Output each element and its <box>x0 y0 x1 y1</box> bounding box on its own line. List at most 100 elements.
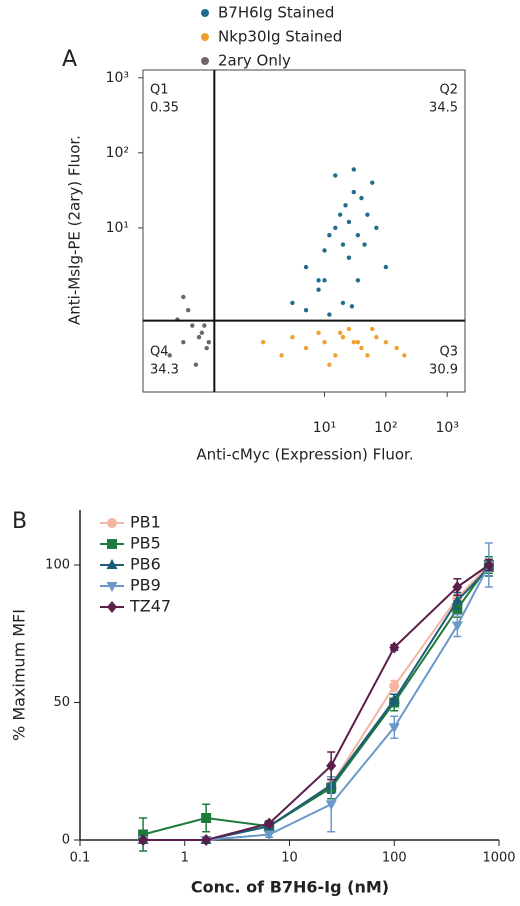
legend-marker <box>201 57 209 65</box>
data-point <box>340 300 346 306</box>
panel-label: B <box>12 509 27 534</box>
data-point <box>290 300 295 306</box>
y-tick-label: 10³ <box>106 70 129 86</box>
data-point <box>374 225 379 231</box>
x-tick-label: 10 <box>281 851 298 866</box>
data-point <box>451 594 463 605</box>
data-point <box>402 353 407 358</box>
legend-marker <box>107 518 117 528</box>
quadrant-percent: 34.5 <box>429 101 458 116</box>
y-tick-label: 100 <box>45 558 70 573</box>
data-point <box>333 353 338 358</box>
series-line <box>143 567 490 841</box>
quadrant-name: Q1 <box>150 83 169 98</box>
data-point <box>333 225 338 231</box>
quadrant-percent: 0.35 <box>150 101 179 116</box>
legend-label: B7H6Ig Stained <box>218 4 334 22</box>
data-point <box>181 339 186 345</box>
data-point <box>346 255 352 260</box>
quadrant-percent: 30.9 <box>429 363 458 378</box>
data-point <box>355 278 361 283</box>
data-point <box>190 323 195 328</box>
data-point <box>322 339 327 345</box>
data-point <box>290 334 295 340</box>
quadrant-name: Q4 <box>150 345 169 360</box>
x-axis-title: Anti-cMyc (Expression) Fluor. <box>196 446 413 464</box>
data-point <box>483 559 494 571</box>
data-point <box>193 362 199 367</box>
quadrant-percent: 34.3 <box>150 363 179 378</box>
data-point <box>389 641 400 654</box>
data-point <box>206 339 212 345</box>
data-point <box>394 345 399 351</box>
data-point <box>138 834 149 846</box>
data-point <box>260 339 266 345</box>
x-axis-title: Conc. of B7H6-Ig (nM) <box>191 878 389 897</box>
data-point <box>340 242 346 247</box>
data-point <box>333 173 338 178</box>
data-point <box>337 330 343 335</box>
data-point <box>316 330 321 335</box>
data-point <box>370 180 375 185</box>
legend-marker <box>201 33 209 41</box>
legend-marker <box>107 539 117 549</box>
data-point <box>316 287 321 292</box>
data-point <box>365 212 370 217</box>
data-point <box>263 830 275 841</box>
data-point <box>322 278 327 283</box>
data-point <box>343 203 348 208</box>
data-point <box>201 813 212 823</box>
legend-marker <box>106 582 118 592</box>
data-point <box>327 362 332 367</box>
data-point <box>388 723 400 734</box>
y-tick-label: 0 <box>62 833 70 848</box>
data-point <box>351 167 356 172</box>
data-point <box>199 330 205 335</box>
data-point <box>202 323 207 328</box>
data-point <box>303 264 309 270</box>
data-point <box>389 681 400 691</box>
data-point <box>362 242 367 247</box>
data-point <box>388 693 400 704</box>
x-tick-label: 0.1 <box>70 851 91 866</box>
y-tick-label: 50 <box>53 695 70 710</box>
data-point <box>167 353 172 358</box>
x-tick-label: 10² <box>374 420 397 436</box>
data-point <box>303 307 309 313</box>
legend-marker <box>107 601 117 613</box>
panel-label: A <box>62 47 77 72</box>
data-point <box>374 334 379 340</box>
data-point <box>327 232 332 238</box>
data-point <box>351 339 356 345</box>
data-point <box>204 345 209 351</box>
data-point <box>185 307 191 313</box>
data-point <box>451 621 463 632</box>
data-point <box>351 189 356 195</box>
y-tick-label: 10² <box>106 145 129 161</box>
y-axis-title: Anti-MsIg-PE (2ary) Fluor. <box>66 135 84 325</box>
series-line <box>143 564 490 841</box>
legend-label: PB5 <box>130 534 161 553</box>
data-point <box>340 334 346 340</box>
legend-marker <box>201 9 209 17</box>
data-point <box>370 326 375 332</box>
legend-label: PB6 <box>130 555 161 574</box>
data-point <box>383 339 389 345</box>
quadrant-name: Q3 <box>439 345 458 360</box>
data-point <box>264 817 275 830</box>
data-point <box>316 278 321 283</box>
data-point <box>359 345 364 351</box>
data-point <box>452 581 463 593</box>
data-point <box>355 232 361 238</box>
data-point <box>326 759 337 772</box>
quadrant-name: Q2 <box>439 83 458 98</box>
legend-label: 2ary Only <box>218 52 291 70</box>
data-point <box>346 219 352 225</box>
x-tick-label: 100 <box>382 851 407 866</box>
y-axis-title: % Maximum MFI <box>10 609 29 741</box>
data-point <box>201 834 212 846</box>
data-point <box>181 294 186 300</box>
data-point <box>337 212 343 217</box>
data-point <box>359 195 364 201</box>
data-point <box>346 326 352 332</box>
